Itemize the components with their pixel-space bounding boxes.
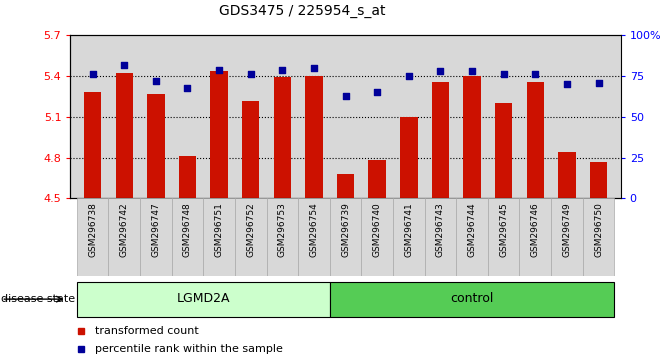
- Bar: [558, 152, 576, 198]
- Point: [246, 72, 256, 77]
- Bar: [84, 92, 101, 198]
- FancyBboxPatch shape: [172, 198, 203, 276]
- Bar: [115, 73, 133, 198]
- FancyBboxPatch shape: [235, 198, 266, 276]
- FancyBboxPatch shape: [393, 198, 425, 276]
- FancyBboxPatch shape: [266, 198, 298, 276]
- Point: [499, 72, 509, 77]
- Bar: [337, 174, 354, 198]
- FancyBboxPatch shape: [519, 198, 551, 276]
- Point: [530, 72, 541, 77]
- FancyBboxPatch shape: [109, 198, 140, 276]
- Point: [372, 90, 382, 95]
- FancyBboxPatch shape: [329, 198, 362, 276]
- Text: GSM296752: GSM296752: [246, 202, 255, 257]
- Text: GSM296745: GSM296745: [499, 202, 508, 257]
- Text: GSM296749: GSM296749: [562, 202, 572, 257]
- Point: [562, 81, 572, 87]
- Bar: [305, 76, 323, 198]
- Text: GSM296753: GSM296753: [278, 202, 287, 257]
- Point: [593, 80, 604, 85]
- FancyBboxPatch shape: [582, 198, 615, 276]
- FancyBboxPatch shape: [551, 198, 582, 276]
- FancyBboxPatch shape: [298, 198, 329, 276]
- Text: control: control: [450, 292, 494, 305]
- Text: GSM296738: GSM296738: [88, 202, 97, 257]
- Text: LGMD2A: LGMD2A: [176, 292, 230, 305]
- FancyBboxPatch shape: [203, 198, 235, 276]
- Bar: [274, 78, 291, 198]
- Bar: [211, 71, 227, 198]
- Text: disease state: disease state: [1, 294, 75, 304]
- Bar: [431, 81, 449, 198]
- Text: GSM296744: GSM296744: [468, 202, 476, 257]
- Bar: [527, 81, 544, 198]
- Bar: [590, 162, 607, 198]
- Text: GSM296750: GSM296750: [594, 202, 603, 257]
- Point: [435, 68, 446, 74]
- Text: GSM296741: GSM296741: [405, 202, 413, 257]
- Bar: [400, 117, 417, 198]
- Bar: [495, 103, 513, 198]
- FancyBboxPatch shape: [425, 198, 456, 276]
- FancyBboxPatch shape: [76, 198, 109, 276]
- Bar: [178, 156, 196, 198]
- Bar: [368, 160, 386, 198]
- FancyBboxPatch shape: [329, 282, 615, 316]
- Text: GDS3475 / 225954_s_at: GDS3475 / 225954_s_at: [219, 4, 385, 18]
- Point: [119, 62, 130, 68]
- Point: [309, 65, 319, 71]
- Point: [403, 73, 414, 79]
- Text: percentile rank within the sample: percentile rank within the sample: [95, 344, 283, 354]
- Text: GSM296746: GSM296746: [531, 202, 539, 257]
- Bar: [147, 94, 164, 198]
- FancyBboxPatch shape: [140, 198, 172, 276]
- Bar: [464, 76, 480, 198]
- Point: [213, 67, 224, 73]
- FancyBboxPatch shape: [488, 198, 519, 276]
- FancyBboxPatch shape: [362, 198, 393, 276]
- Point: [277, 67, 288, 73]
- Bar: [242, 101, 260, 198]
- FancyBboxPatch shape: [456, 198, 488, 276]
- Point: [150, 78, 161, 84]
- Text: GSM296740: GSM296740: [372, 202, 382, 257]
- Point: [340, 93, 351, 98]
- Text: GSM296754: GSM296754: [309, 202, 319, 257]
- Text: GSM296743: GSM296743: [436, 202, 445, 257]
- Point: [87, 72, 98, 77]
- Text: GSM296739: GSM296739: [341, 202, 350, 257]
- Text: GSM296748: GSM296748: [183, 202, 192, 257]
- Text: GSM296751: GSM296751: [215, 202, 223, 257]
- Text: GSM296742: GSM296742: [119, 202, 129, 257]
- Point: [467, 68, 478, 74]
- FancyBboxPatch shape: [76, 282, 329, 316]
- Point: [182, 85, 193, 90]
- Text: GSM296747: GSM296747: [152, 202, 160, 257]
- Text: transformed count: transformed count: [95, 326, 199, 336]
